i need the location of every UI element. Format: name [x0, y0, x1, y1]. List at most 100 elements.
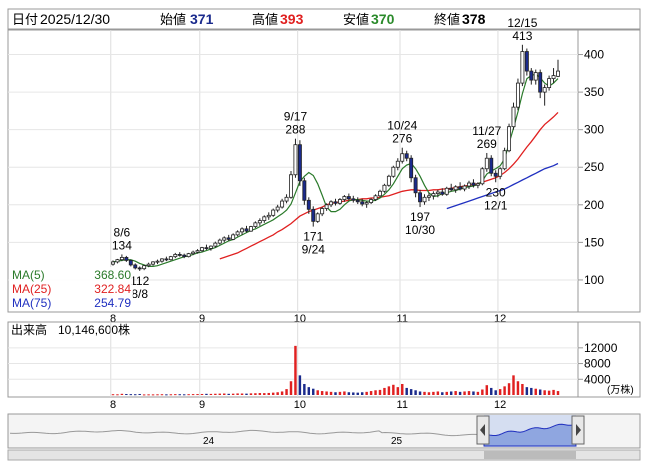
candle	[409, 155, 414, 183]
annotation-date: 10/24	[387, 119, 417, 133]
candle-body	[458, 186, 463, 190]
candle	[391, 165, 396, 178]
navigator-scrollbar[interactable]	[7, 449, 641, 461]
volume-bar	[223, 393, 226, 395]
price-tick-label: 300	[584, 123, 604, 137]
volume-bar	[254, 393, 257, 395]
volume-bar	[445, 391, 448, 395]
candle-body	[195, 250, 200, 253]
candle-body	[369, 199, 374, 203]
volume-bar	[218, 393, 222, 395]
candle	[524, 48, 529, 76]
volume-bar	[129, 394, 133, 396]
candle-body	[404, 153, 409, 159]
candle-body	[222, 237, 227, 241]
volume-bar	[538, 389, 542, 395]
candle	[337, 198, 342, 205]
candle-body	[471, 182, 476, 186]
volume-bar	[347, 392, 351, 395]
price-tick-label: 100	[584, 273, 604, 287]
candle	[471, 179, 476, 188]
candle	[342, 195, 347, 202]
volume-bar	[276, 392, 279, 395]
navigator-scrollbar-thumb[interactable]	[484, 451, 576, 459]
candle-body	[115, 259, 120, 263]
annotation-value: 112	[130, 274, 149, 288]
volume-bar	[352, 392, 355, 395]
candle-body	[524, 51, 529, 72]
candle-body	[186, 253, 191, 258]
candle-body	[142, 265, 147, 270]
volume-bar	[334, 392, 337, 395]
candle	[146, 262, 151, 268]
navigator-right-handle[interactable]	[571, 415, 585, 445]
candle	[297, 140, 302, 187]
volume-bar	[512, 375, 515, 395]
volume-month-label: 11	[397, 399, 408, 411]
navigator-selection-area	[483, 423, 577, 447]
candle-body	[280, 200, 285, 208]
candle-body	[373, 195, 378, 200]
candle	[280, 198, 285, 209]
annotation-date: 12/1	[484, 198, 508, 212]
open-label: 始値	[160, 12, 186, 27]
candle-body	[146, 263, 151, 267]
volume-bar	[543, 390, 546, 395]
volume-bar	[490, 387, 493, 395]
candle-body	[200, 247, 204, 252]
volume-month-label: 8	[110, 399, 116, 411]
volume-bar	[436, 391, 440, 395]
candle	[182, 253, 187, 259]
candle-body	[426, 195, 431, 198]
candle-body	[257, 220, 262, 224]
candle	[271, 208, 276, 217]
volume-bar	[307, 387, 311, 395]
volume-bar	[525, 387, 529, 395]
candle	[159, 258, 164, 263]
ma25-label: MA(25)	[12, 282, 51, 296]
volume-x-axis: 8 9 10 11 12	[110, 399, 506, 411]
navigator-label-25: 25	[391, 436, 403, 447]
ma75-label: MA(75)	[12, 296, 51, 310]
volume-bar	[227, 393, 230, 395]
volume-bar	[423, 391, 426, 395]
volume-bar	[472, 391, 475, 395]
annotation-date: 11/27	[472, 124, 501, 138]
candle	[489, 155, 494, 177]
volume-bar	[485, 385, 489, 395]
candle	[151, 261, 156, 266]
candle-body	[137, 267, 142, 270]
volume-bar	[343, 391, 346, 395]
volume-bar	[245, 393, 248, 395]
header-bar	[7, 8, 641, 30]
volume-bar	[547, 390, 551, 395]
volume-month-label: 10	[294, 399, 306, 411]
candle-body	[409, 157, 414, 179]
volume-bar	[467, 391, 471, 395]
candle	[373, 194, 378, 202]
volume-bar	[231, 393, 235, 395]
volume-bars	[111, 345, 560, 396]
volume-bar	[441, 392, 444, 395]
candle-body	[177, 253, 182, 256]
candle	[137, 266, 142, 271]
ma75-value: 254.79	[94, 296, 131, 310]
candle	[324, 203, 329, 211]
volume-bar	[378, 389, 382, 395]
candle	[204, 244, 209, 250]
candle-body	[449, 187, 454, 191]
annotation-value: 197	[410, 210, 430, 224]
volume-bar	[312, 388, 315, 395]
candle	[378, 189, 382, 198]
ma25-value: 322.84	[94, 282, 131, 296]
candle-body	[128, 260, 133, 266]
volume-bar	[418, 391, 422, 395]
candle	[435, 189, 440, 198]
volume-bar	[249, 393, 253, 395]
volume-bar	[125, 394, 128, 396]
navigator-left-handle[interactable]	[476, 415, 490, 445]
volume-bar	[214, 393, 217, 395]
candle-body	[355, 199, 360, 203]
low-value: 370	[371, 11, 395, 27]
volume-bar	[556, 391, 560, 395]
